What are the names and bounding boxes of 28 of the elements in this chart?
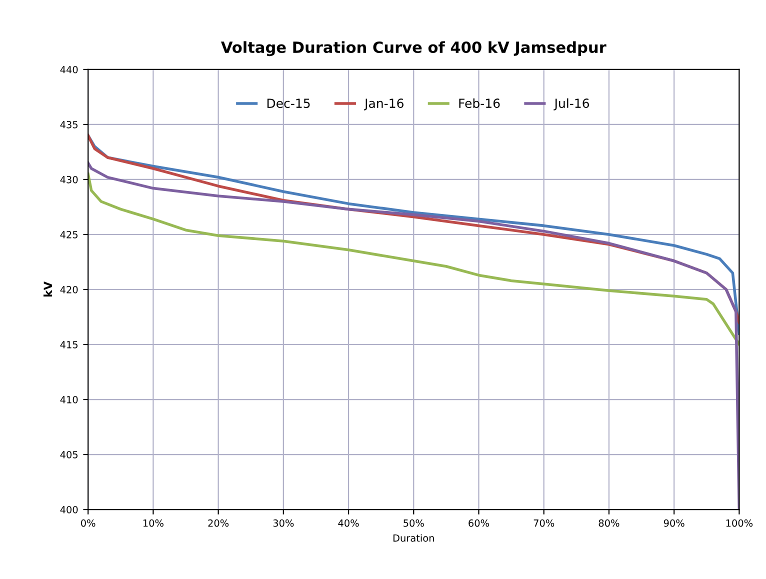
line-series bbox=[88, 172, 740, 346]
y-tick-label: 400 bbox=[60, 506, 78, 514]
x-tick-label: 60% bbox=[468, 519, 490, 527]
x-tick-label: 70% bbox=[534, 519, 554, 527]
legend-label: Dec-15 bbox=[267, 98, 310, 108]
legend-label: Jan-16 bbox=[364, 98, 404, 110]
x-tick-label: 100% bbox=[726, 519, 753, 527]
y-tick-label: 415 bbox=[60, 341, 78, 348]
x-axis-title: Duration bbox=[393, 534, 434, 542]
chart-title: Voltage Duration Curve of 400 kV Jamsedpur bbox=[220, 41, 606, 56]
y-tick-label: 405 bbox=[60, 450, 78, 458]
y-axis-title: kV bbox=[44, 282, 52, 297]
legend-label: Feb-16 bbox=[459, 98, 500, 108]
x-tick-label: 40% bbox=[338, 519, 359, 527]
x-tick-label: 10% bbox=[143, 519, 164, 527]
x-tick-label: 20% bbox=[208, 519, 229, 527]
x-tick-label: 50% bbox=[404, 519, 424, 527]
x-tick-label: 0% bbox=[81, 519, 96, 527]
y-tick-label: 430 bbox=[60, 176, 78, 184]
y-tick-label: 440 bbox=[60, 66, 78, 74]
y-tick-label: 420 bbox=[60, 286, 78, 294]
y-tick-label: 410 bbox=[60, 396, 78, 404]
x-tick-label: 80% bbox=[598, 519, 620, 527]
y-tick-label: 435 bbox=[60, 120, 78, 128]
y-tick-label: 425 bbox=[60, 230, 78, 238]
x-tick-label: 90% bbox=[664, 519, 684, 527]
x-tick-label: 30% bbox=[273, 519, 294, 527]
legend-label: Jul-16 bbox=[554, 98, 590, 110]
